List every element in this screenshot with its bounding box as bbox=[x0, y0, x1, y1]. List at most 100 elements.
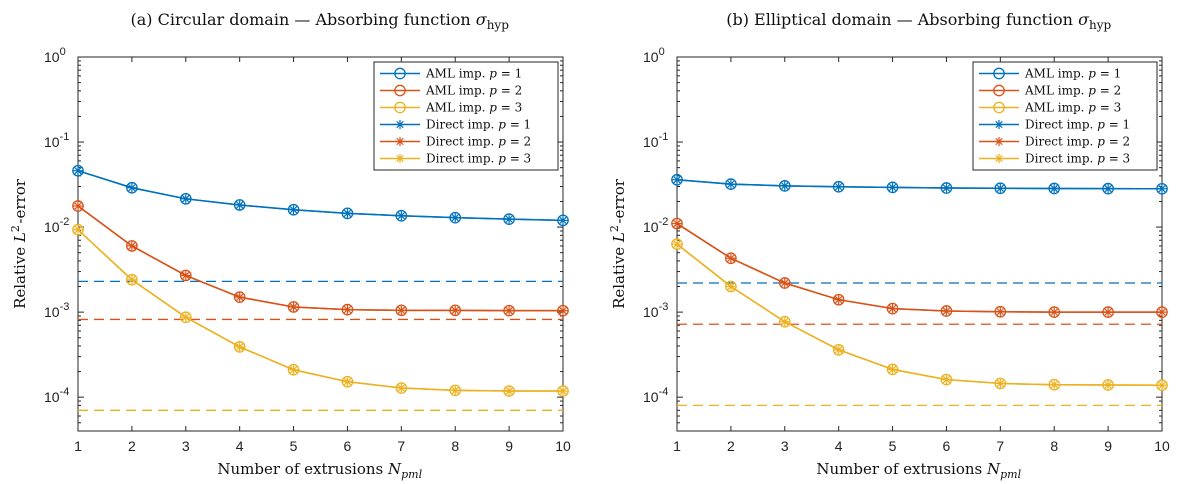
data-point-asterisk bbox=[342, 208, 353, 218]
data-point-asterisk bbox=[941, 306, 952, 316]
y-tick-label: 10-4 bbox=[44, 386, 69, 405]
asterisk-stroke bbox=[1104, 184, 1112, 193]
legend-item: Direct imp. p = 2 bbox=[380, 135, 531, 149]
data-point-circle bbox=[671, 238, 683, 250]
data-point-circle bbox=[394, 84, 406, 97]
data-point-asterisk bbox=[887, 303, 898, 314]
x-tick-label: 5 bbox=[889, 438, 897, 454]
data-point-asterisk bbox=[726, 179, 736, 189]
asterisk-stroke bbox=[995, 154, 1003, 163]
data-point-asterisk bbox=[1103, 307, 1113, 317]
data-point-asterisk bbox=[780, 317, 790, 327]
data-point-asterisk bbox=[235, 342, 245, 352]
data-point-circle bbox=[778, 277, 791, 289]
asterisk-stroke bbox=[781, 318, 789, 326]
data-point-circle bbox=[126, 181, 138, 194]
data-point-asterisk bbox=[834, 182, 844, 192]
data-point-asterisk bbox=[127, 183, 137, 193]
data-point-asterisk bbox=[450, 305, 460, 315]
data-point-asterisk bbox=[342, 377, 353, 387]
legend-item: AML imp. p = 1 bbox=[380, 67, 522, 81]
legend-label: Direct imp. p = 2 bbox=[426, 135, 531, 149]
data-point-asterisk bbox=[672, 239, 682, 249]
x-tick-label: 10 bbox=[1154, 438, 1170, 454]
data-point-asterisk bbox=[1049, 307, 1059, 317]
asterisk-stroke bbox=[289, 366, 298, 374]
series-line bbox=[77, 205, 563, 312]
series-line bbox=[77, 170, 564, 222]
asterisk-stroke bbox=[834, 296, 843, 304]
legend-item: AML imp. p = 3 bbox=[979, 101, 1121, 115]
asterisk-stroke bbox=[1104, 308, 1112, 316]
series-3 bbox=[671, 238, 1168, 392]
data-point-asterisk bbox=[995, 307, 1005, 317]
legend-label: Direct imp. p = 3 bbox=[1025, 152, 1130, 166]
legend-label: AML imp. p = 2 bbox=[1024, 84, 1121, 98]
y-tick-label: 10-2 bbox=[44, 216, 69, 235]
legend-item: Direct imp. p = 1 bbox=[979, 118, 1130, 132]
data-point-asterisk bbox=[288, 302, 299, 312]
data-point-asterisk bbox=[235, 292, 245, 302]
asterisk-stroke bbox=[1050, 381, 1058, 389]
asterisk-stroke bbox=[942, 307, 951, 315]
data-point-asterisk bbox=[780, 278, 790, 288]
x-tick-label: 2 bbox=[128, 438, 136, 454]
data-point-circle bbox=[394, 67, 406, 80]
data-point-asterisk bbox=[834, 345, 844, 355]
legend: AML imp. p = 1 AML imp. p = 2 AML imp. p =… bbox=[373, 61, 559, 171]
asterisk-stroke bbox=[128, 184, 136, 192]
chart-title: (b) Elliptical domain — Absorbing functi… bbox=[726, 10, 1113, 32]
legend-item: AML imp. p = 3 bbox=[380, 101, 522, 115]
asterisk-stroke bbox=[942, 184, 951, 192]
data-point-circle bbox=[233, 341, 246, 353]
data-point-asterisk bbox=[995, 183, 1005, 193]
series-line bbox=[676, 243, 1163, 387]
data-point-asterisk bbox=[1103, 380, 1113, 390]
data-point-circle bbox=[671, 217, 683, 230]
data-point-circle bbox=[179, 269, 192, 282]
data-point-asterisk bbox=[288, 365, 299, 375]
data-point-asterisk bbox=[1103, 184, 1113, 194]
y-tick-label: 10-3 bbox=[643, 301, 668, 320]
asterisk-stroke bbox=[834, 183, 843, 191]
data-point-circle bbox=[126, 273, 138, 286]
asterisk-stroke bbox=[235, 343, 244, 351]
series-line bbox=[77, 205, 563, 312]
data-point-asterisk bbox=[288, 205, 299, 215]
data-point-circle bbox=[725, 252, 737, 265]
data-point-asterisk bbox=[127, 275, 137, 285]
asterisk-stroke bbox=[781, 279, 789, 287]
legend-frame bbox=[373, 61, 559, 171]
series-1 bbox=[72, 164, 569, 227]
asterisk-stroke bbox=[559, 216, 567, 225]
asterisk-stroke bbox=[995, 120, 1003, 129]
data-point-circle bbox=[725, 280, 737, 293]
data-point-circle bbox=[126, 240, 138, 252]
asterisk-stroke bbox=[74, 202, 82, 210]
asterisk-stroke bbox=[182, 195, 190, 203]
x-tick-label: 8 bbox=[451, 438, 459, 454]
legend-item: Direct imp. p = 1 bbox=[380, 118, 531, 132]
asterisk-stroke bbox=[397, 212, 406, 220]
data-point-circle bbox=[287, 363, 300, 376]
asterisk-stroke bbox=[1158, 308, 1166, 316]
asterisk-stroke bbox=[505, 387, 513, 395]
asterisk-stroke bbox=[727, 254, 735, 262]
data-point-asterisk bbox=[558, 386, 568, 396]
asterisk-stroke bbox=[397, 306, 406, 314]
data-point-asterisk bbox=[558, 306, 568, 316]
asterisk-stroke bbox=[235, 201, 244, 209]
asterisk-stroke bbox=[396, 137, 404, 146]
legend-item: AML imp. p = 2 bbox=[979, 84, 1121, 98]
legend-label: AML imp. p = 1 bbox=[425, 67, 522, 81]
asterisk-stroke bbox=[1104, 381, 1112, 389]
legend: AML imp. p = 1 AML imp. p = 2 AML imp. p =… bbox=[972, 61, 1158, 171]
data-point-circle bbox=[832, 344, 845, 356]
legend-item: Direct imp. p = 2 bbox=[979, 135, 1130, 149]
data-point-asterisk bbox=[181, 194, 191, 204]
series-6 bbox=[672, 239, 1167, 390]
y-tick-label: 10-4 bbox=[643, 386, 668, 405]
data-point-asterisk bbox=[395, 153, 405, 164]
asterisk-stroke bbox=[1158, 381, 1166, 389]
